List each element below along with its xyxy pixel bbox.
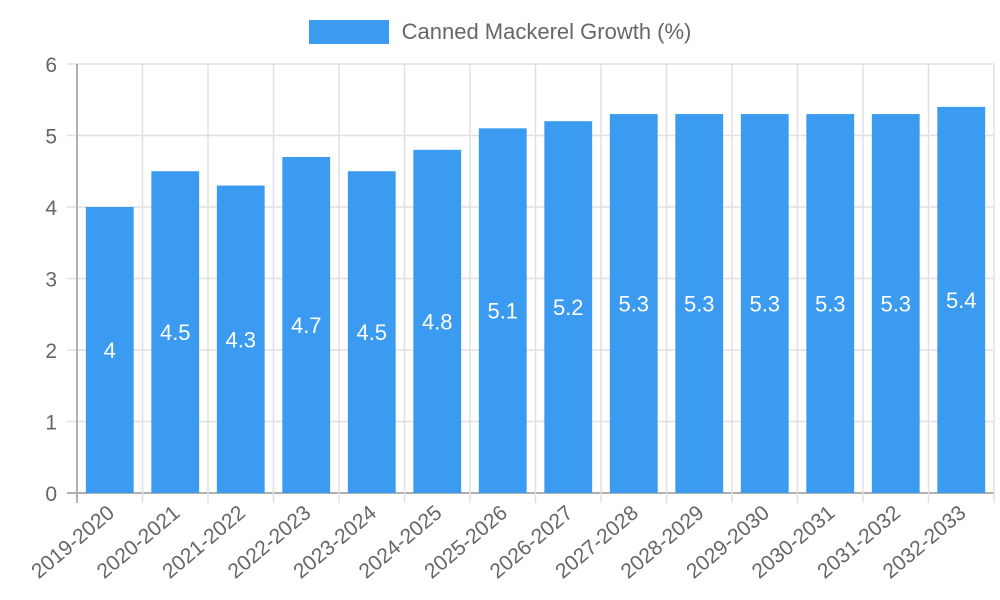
bar	[871, 114, 920, 494]
bar-value-label: 5.3	[815, 292, 846, 317]
bar-value-label: 5.3	[618, 292, 649, 317]
bar	[282, 156, 331, 493]
bar-value-label: 5.3	[749, 292, 780, 317]
legend-swatch	[308, 20, 389, 44]
y-tick-label: 4	[45, 197, 57, 220]
bar-value-label: 4.3	[225, 327, 256, 352]
bar-value-label: 5.1	[487, 299, 518, 324]
bar-value-label: 4.8	[422, 309, 453, 334]
bar	[347, 171, 396, 493]
bar	[151, 171, 200, 493]
bar-value-label: 4	[104, 338, 116, 363]
y-tick-label: 5	[45, 126, 57, 149]
bar-value-label: 4.5	[160, 320, 191, 345]
bar-value-label: 5.4	[946, 288, 977, 313]
bar	[85, 207, 134, 493]
y-tick-label: 2	[45, 340, 57, 363]
bar-value-label: 4.7	[291, 313, 322, 338]
bar	[937, 106, 986, 494]
bar-value-label: 4.5	[356, 320, 387, 345]
y-tick-label: 6	[45, 54, 57, 77]
y-tick-label: 1	[45, 412, 57, 435]
legend-label: Canned Mackerel Growth (%)	[401, 19, 692, 44]
y-tick-label: 0	[45, 483, 57, 506]
y-tick-label: 3	[45, 269, 57, 292]
chart-legend[interactable]: Canned Mackerel Growth (%)	[0, 18, 1000, 46]
bar	[806, 114, 855, 494]
bar	[740, 114, 789, 494]
bar	[478, 128, 527, 493]
bar-value-label: 5.3	[880, 292, 911, 317]
bar	[413, 149, 462, 494]
bar-value-label: 5.2	[553, 295, 584, 320]
bar	[675, 114, 724, 494]
bar	[216, 185, 265, 494]
bar	[544, 121, 593, 493]
bar-value-label: 5.3	[684, 292, 715, 317]
bar	[609, 114, 658, 494]
